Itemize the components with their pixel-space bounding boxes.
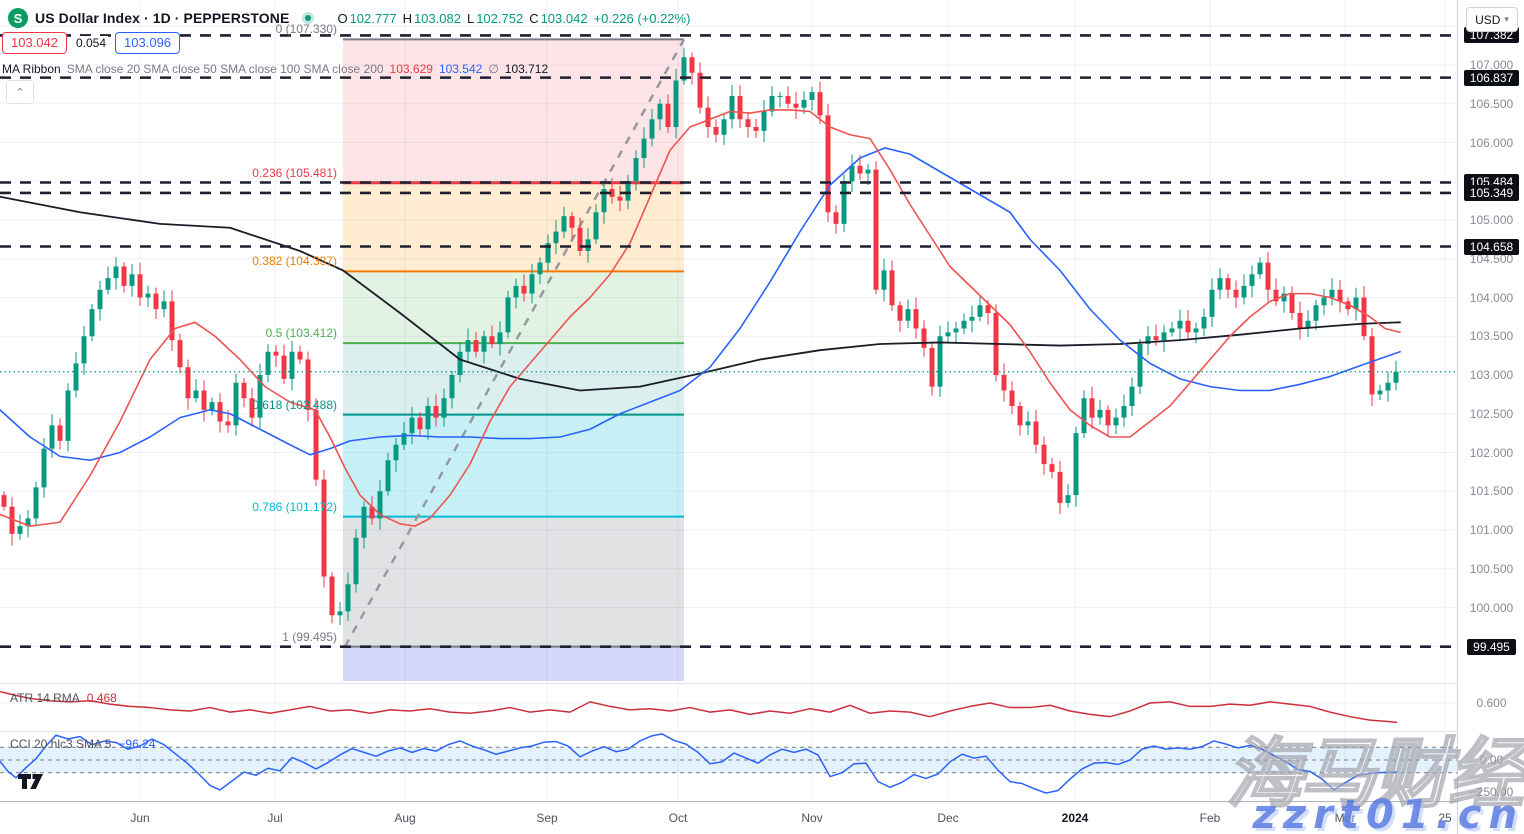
time-axis-label[interactable]: Aug <box>394 811 416 825</box>
price-scale-label: 107.000 <box>1469 58 1514 72</box>
price-scale-label: −250.00 <box>1469 784 1514 799</box>
high-label: H <box>402 10 412 26</box>
price-level-label: 99.495 <box>1458 638 1524 655</box>
low-label: L <box>466 10 475 26</box>
tradingview-logo[interactable] <box>18 773 48 790</box>
sma50-value: 103.542 <box>438 62 483 76</box>
time-axis-label[interactable]: 2024 <box>1061 811 1089 825</box>
symbol-title[interactable]: US Dollar Index · 1D · PEPPERSTONE <box>35 10 290 26</box>
market-status-icon[interactable] <box>302 12 315 24</box>
currency-dropdown[interactable]: USD ▾ <box>1466 7 1518 32</box>
price-scale-label: 106.500 <box>1469 96 1514 111</box>
price-scale[interactable]: USD ▾ 107.000 106.500 106.000 105.000 104.50… <box>1457 0 1524 834</box>
time-axis-label[interactable]: Mar <box>1334 811 1356 825</box>
cci-legend[interactable]: CCI 20 hlc3 SMA 5 −96.24 <box>10 737 155 751</box>
price-scale-label: 101.500 <box>1469 484 1514 499</box>
time-axis-label[interactable]: Nov <box>801 811 823 825</box>
price-scale-label: 100.000 <box>1469 600 1514 615</box>
price-scale-label: 100.500 <box>1469 561 1514 576</box>
time-axis-label[interactable]: Jun <box>130 811 150 825</box>
ohlc-values: O 102.777 H 103.082 L 102.752 C 103.042 +0.2… <box>337 11 690 26</box>
open-value: 102.777 <box>349 10 397 26</box>
time-axis-label[interactable]: Oct <box>668 811 688 825</box>
price-scale-label: 0.00 <box>1479 753 1504 767</box>
price-scale-label: 0.600 <box>1476 696 1507 710</box>
close-value: 103.042 <box>540 10 588 26</box>
price-scale-label: 105.000 <box>1469 213 1514 227</box>
price-scale-label: 103.000 <box>1469 368 1514 382</box>
price-scale-label: 104.500 <box>1469 251 1514 266</box>
legend-collapse-button[interactable]: ⌃ <box>6 80 34 104</box>
currency-value: USD <box>1475 12 1501 27</box>
spread-value: 0.054 <box>74 36 109 50</box>
time-axis-label[interactable]: 25 <box>1438 811 1452 825</box>
ma-ribbon-params: SMA close 20 SMA close 50 SMA close 100 … <box>66 62 384 76</box>
time-axis-label[interactable]: Jul <box>267 811 283 825</box>
time-axis-label[interactable]: Feb <box>1199 811 1221 825</box>
sma100-value: ∅ <box>488 62 499 76</box>
pane-separator-atr-cci[interactable] <box>0 731 1524 732</box>
symbol-legend: S US Dollar Index · 1D · PEPPERSTONE O 10… <box>8 6 690 30</box>
high-value: 103.082 <box>413 10 461 26</box>
chart-canvas[interactable] <box>0 0 1457 834</box>
time-axis-label[interactable]: Dec <box>937 811 959 825</box>
price-scale-label: 101.000 <box>1469 523 1514 537</box>
open-label: O <box>337 10 348 26</box>
chevron-down-icon: ▾ <box>1504 14 1509 24</box>
change-value: +0.226 (+0.22%) <box>593 10 691 26</box>
price-scale-label: 106.000 <box>1469 135 1514 150</box>
low-value: 102.752 <box>476 10 524 26</box>
cci-value: −96.24 <box>118 737 156 751</box>
price-level-label: 104.658 <box>1458 238 1524 255</box>
close-label: C <box>529 10 539 26</box>
quote-row: 103.042 0.054 103.096 <box>2 32 181 54</box>
ma-ribbon-name: MA Ribbon <box>2 62 61 76</box>
atr-value: 0.468 <box>86 691 117 705</box>
buy-price-button[interactable]: 103.096 <box>115 32 181 54</box>
price-level-label: 106.837 <box>1458 69 1524 86</box>
ma-ribbon-legend[interactable]: MA Ribbon SMA close 20 SMA close 50 SMA … <box>2 62 548 76</box>
time-axis-label[interactable]: Sep <box>536 811 558 825</box>
price-scale-label: 102.500 <box>1469 406 1514 421</box>
price-scale-label: 103.500 <box>1469 329 1514 344</box>
symbol-logo[interactable]: S <box>8 8 28 28</box>
pane-separator-main-atr[interactable] <box>0 683 1524 684</box>
atr-legend-text: ATR 14 RMA <box>10 691 80 705</box>
sma20-value: 103.629 <box>389 62 433 76</box>
price-level-label: 105.349 <box>1458 184 1524 201</box>
sell-price-button[interactable]: 103.042 <box>2 32 67 54</box>
price-scale-label: 102.000 <box>1469 445 1514 460</box>
sma200-value: 103.712 <box>504 62 549 76</box>
atr-legend[interactable]: ATR 14 RMA 0.468 <box>10 691 117 705</box>
price-scale-label: 104.000 <box>1469 290 1514 305</box>
cci-legend-text: CCI 20 hlc3 SMA 5 <box>10 737 112 751</box>
